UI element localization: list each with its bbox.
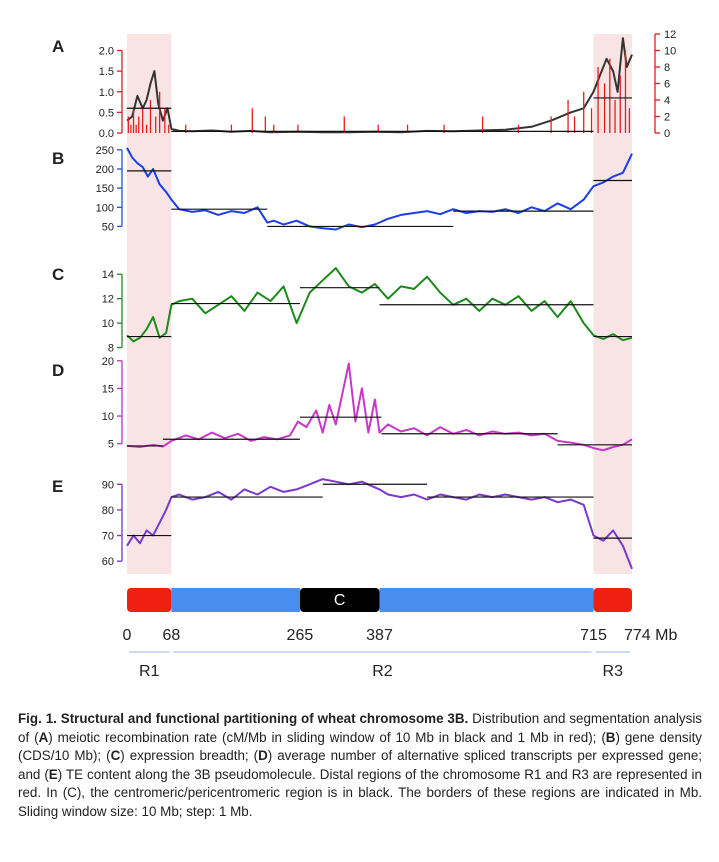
right-y-tick-label: 2 — [664, 112, 670, 124]
right-y-tick-label: 12 — [664, 29, 676, 41]
caption-part: ) TE content along the 3B pseudomolecule… — [18, 766, 702, 819]
y-tick-label: 200 — [96, 164, 114, 176]
caption-title: Fig. 1. Structural and functional partit… — [18, 711, 469, 726]
chromosome-region-bar: C — [127, 588, 632, 612]
panel-label: C — [52, 265, 64, 284]
region-labels: R1 R2 R3 — [129, 651, 630, 680]
data-series-line — [126, 147, 633, 231]
caption-part: ) gene density (CDS/10 Mb); ( — [18, 729, 702, 764]
y-tick-label: 250 — [96, 145, 114, 157]
y-tick-label: 20 — [102, 356, 114, 368]
y-tick-label: 90 — [102, 479, 114, 491]
y-tick-label: 8 — [108, 343, 114, 355]
y-tick-label: 1.0 — [99, 87, 114, 99]
right-y-tick-label: 4 — [664, 95, 670, 107]
panel-b: B 50 100 150 200 250 — [52, 145, 633, 233]
caption-panel-c: C — [110, 748, 121, 764]
chart-panels: A 0.0 0.5 1.0 1.5 2.0 0 2 4 6 8 10 12 B 50 100 150 200 250… — [52, 29, 676, 570]
y-tick-label: 15 — [102, 383, 114, 395]
distal-region-shade — [127, 34, 172, 574]
y-tick-label: 70 — [102, 531, 114, 543]
panel-label: E — [52, 477, 63, 496]
y-tick-label: 5 — [108, 439, 114, 451]
y-tick-label: 12 — [102, 294, 114, 306]
panel-label: A — [52, 37, 64, 56]
region-name: R2 — [372, 663, 393, 680]
boundary-tick-label: 0 — [123, 627, 132, 644]
caption-part: ) average number of alternative spliced … — [18, 748, 703, 782]
y-tick-label: 0.5 — [99, 107, 114, 119]
region-segment — [379, 588, 594, 612]
caption-panel-d: D — [258, 748, 268, 764]
region-name: R3 — [603, 663, 624, 680]
y-tick-label: 10 — [102, 411, 114, 423]
panel-a: A 0.0 0.5 1.0 1.5 2.0 0 2 4 6 8 10 12 — [52, 29, 676, 140]
centromere-segment — [299, 588, 380, 612]
panel-d: D 5 10 15 20 — [52, 356, 633, 452]
y-tick-label: 2.0 — [99, 46, 114, 58]
boundary-tick-label: 265 — [287, 627, 314, 644]
region-name: R1 — [139, 663, 160, 680]
centromere-label: C — [334, 592, 346, 609]
distal-region-shade — [593, 34, 632, 574]
caption-panel-e: E — [48, 766, 58, 782]
boundary-tick-label: 715 — [580, 627, 607, 644]
figure-chromosome-3b: A0.00.51.01.52.0024681012B50100150200250… — [52, 29, 678, 680]
caption-part: ) expression breadth; ( — [120, 748, 259, 764]
right-y-tick-label: 10 — [664, 46, 676, 58]
y-tick-label: 60 — [102, 556, 114, 568]
panel-c: C 8 10 12 14 — [52, 265, 633, 355]
data-series-line — [126, 37, 633, 134]
y-tick-label: 0.0 — [99, 128, 114, 140]
data-series-line — [126, 478, 633, 570]
boundary-tick-label: 387 — [366, 627, 393, 644]
y-tick-label: 80 — [102, 505, 114, 517]
caption-panel-a: A — [38, 729, 49, 745]
panel-label: D — [52, 361, 64, 380]
right-y-tick-label: 6 — [664, 79, 670, 91]
panel-label: B — [52, 149, 64, 168]
y-tick-label: 150 — [96, 183, 114, 195]
y-tick-label: 10 — [102, 318, 114, 330]
y-tick-label: 1.5 — [99, 66, 114, 78]
y-tick-label: 14 — [102, 269, 114, 281]
boundary-tick-label: 774 Mb — [624, 627, 677, 644]
caption-panel-b: B — [605, 729, 616, 745]
caption-part: ) meiotic recombination rate (cM/Mb in s… — [48, 729, 606, 745]
region-segment — [593, 588, 632, 612]
caption-part: Distribution and segmentation analysis o… — [18, 711, 702, 745]
y-tick-label: 50 — [102, 221, 114, 233]
y-tick-label: 100 — [96, 202, 114, 214]
region-segment — [127, 588, 172, 612]
panel-e: E 60 70 80 90 — [52, 477, 633, 570]
right-y-tick-label: 8 — [664, 62, 670, 74]
boundary-tick-labels: 0 68 265 387 715 774 Mb — [123, 627, 678, 644]
right-y-tick-label: 0 — [664, 128, 670, 140]
data-series-line — [126, 362, 633, 452]
region-segment — [171, 588, 300, 612]
figure-caption: Fig. 1. Structural and functional partit… — [18, 710, 702, 822]
boundary-tick-label: 68 — [162, 627, 180, 644]
